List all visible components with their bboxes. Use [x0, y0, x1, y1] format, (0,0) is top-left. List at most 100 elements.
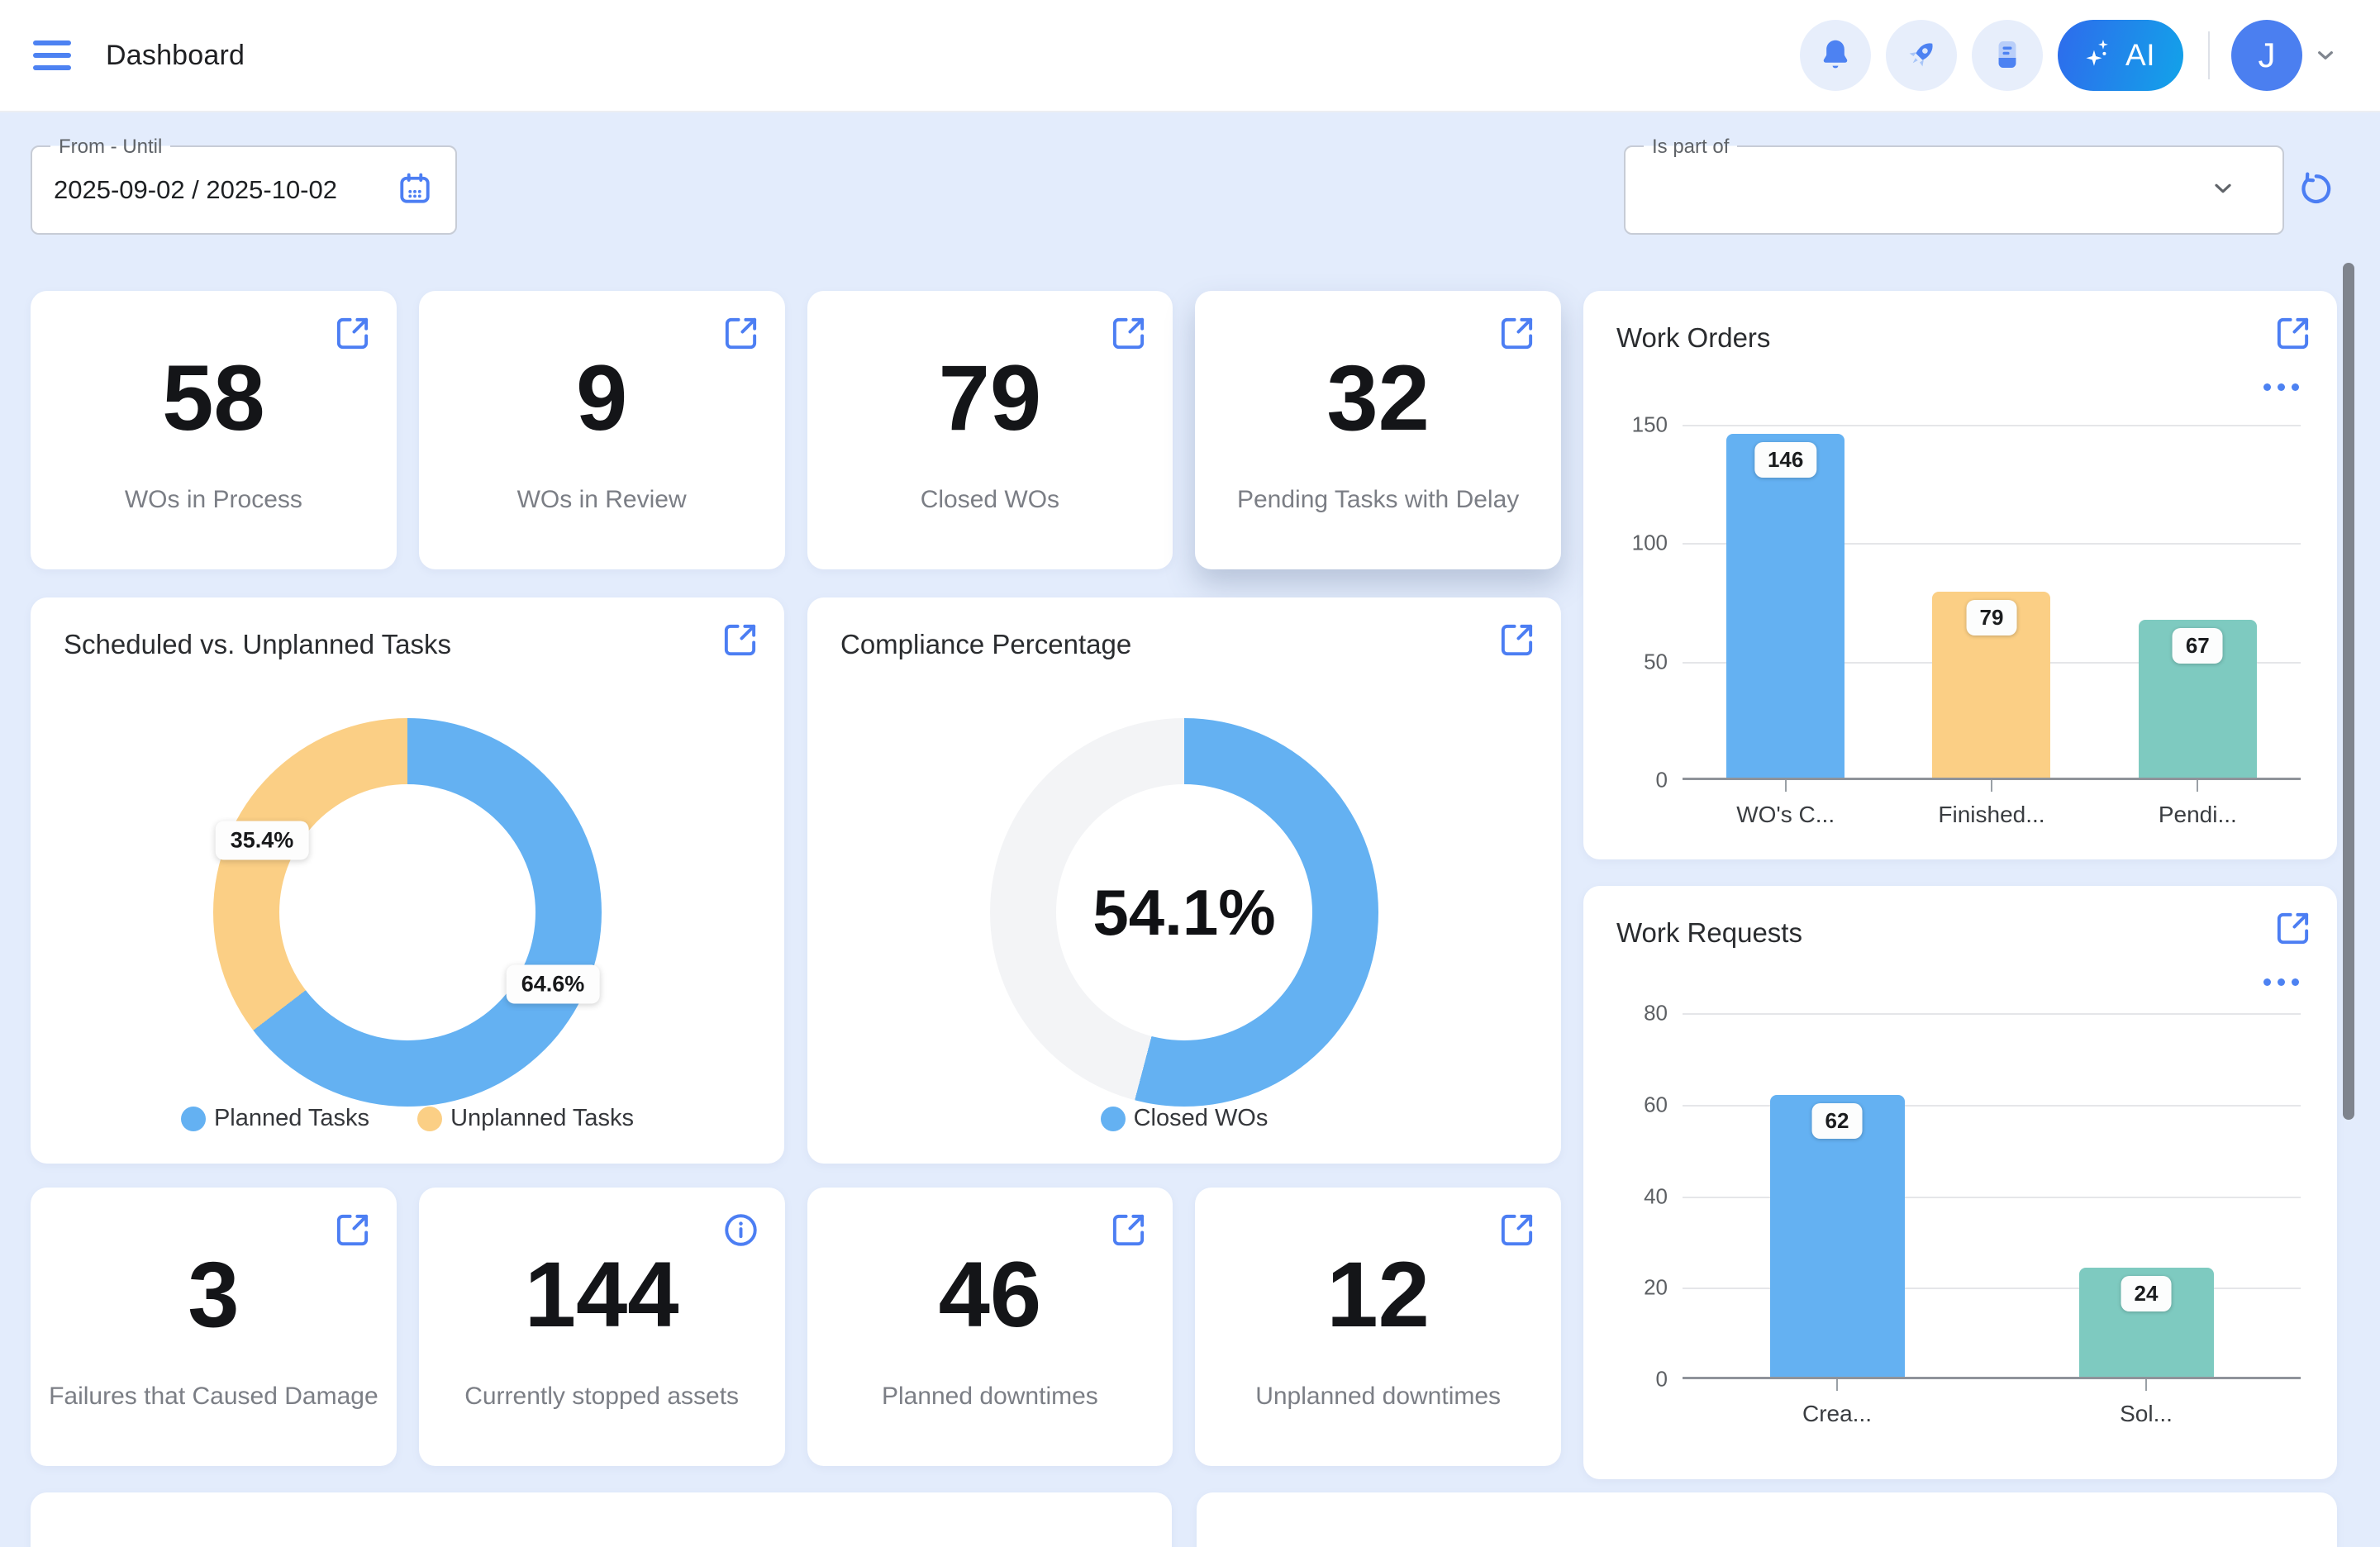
bar-value-label: 24 [2121, 1276, 2172, 1311]
open-in-new-icon[interactable] [2273, 909, 2312, 948]
notes-icon [1989, 36, 2025, 75]
kpi-label: WOs in Process [124, 486, 302, 513]
bar-value-label: 67 [2172, 628, 2223, 664]
open-in-new-icon[interactable] [1109, 314, 1148, 353]
work-requests-card: Work Requests 80 60 40 20 0 [1583, 886, 2337, 1479]
avatar-initial: J [2258, 36, 2276, 74]
is-part-of-label: Is part of [1644, 134, 1738, 160]
legend-item-closed-wos[interactable]: Closed WOs [1100, 1105, 1269, 1132]
y-tick: 50 [1644, 649, 1668, 674]
kpi-value: 9 [575, 346, 628, 450]
ai-assistant-button[interactable]: AI [2058, 20, 2183, 91]
scheduled-vs-unplanned-card: Scheduled vs. Unplanned Tasks 64.6% 35.4… [31, 597, 784, 1164]
chart-menu-icon[interactable] [2263, 978, 2299, 986]
x-axis-labels: Crea... Sol... [1683, 1379, 2301, 1427]
open-in-new-icon[interactable] [1497, 621, 1536, 659]
y-tick: 20 [1644, 1274, 1668, 1300]
bar-pending[interactable]: 67 [2138, 620, 2257, 778]
is-part-of-select[interactable]: Is part of [1624, 134, 2284, 235]
y-tick: 150 [1631, 412, 1668, 437]
rocket-button[interactable] [1886, 20, 1958, 91]
bar-value-label: 79 [1966, 600, 2017, 636]
bar-chart-work-orders: 150 100 50 0 146 79 [1632, 412, 2301, 793]
kpi-label: WOs in Review [516, 486, 687, 513]
open-in-new-icon[interactable] [721, 314, 760, 353]
chevron-down-icon[interactable] [2312, 42, 2339, 69]
next-row-partial [0, 1492, 2380, 1547]
kpi-value: 3 [188, 1243, 240, 1346]
x-axis [1683, 778, 2301, 780]
reset-filters-button[interactable] [2294, 168, 2337, 211]
chart-title: Work Orders [1616, 322, 1771, 353]
legend-label: Closed WOs [1133, 1105, 1269, 1131]
y-tick: 40 [1644, 1183, 1668, 1208]
chart-menu-icon[interactable] [2263, 383, 2299, 391]
divider [2208, 31, 2210, 79]
calendar-icon[interactable] [396, 169, 434, 212]
kpi-value: 79 [938, 346, 1042, 450]
gauge-center-value: 54.1% [1092, 875, 1276, 949]
notifications-button[interactable] [1800, 20, 1872, 91]
x-category-label: Crea... [1802, 1401, 1873, 1426]
open-in-new-icon[interactable] [2273, 314, 2312, 353]
avatar[interactable]: J [2231, 20, 2302, 91]
bar-solved[interactable]: 24 [2078, 1268, 2214, 1377]
y-tick: 0 [1655, 767, 1668, 793]
kpi-card-wos-in-process: 58 WOs in Process [31, 291, 397, 569]
menu-button[interactable] [33, 40, 71, 70]
date-range-value: 2025-09-02 / 2025-10-02 [54, 175, 337, 204]
bar-chart-work-requests: 80 60 40 20 0 62 24 [1644, 1001, 2301, 1392]
date-range-field[interactable]: From - Until 2025-09-02 / 2025-10-02 [31, 134, 457, 235]
kpi-value: 46 [938, 1243, 1042, 1346]
kpi-card-planned-downtimes: 46 Planned downtimes [807, 1188, 1173, 1466]
kpi-card-currently-stopped-assets: 144 Currently stopped assets [418, 1188, 785, 1466]
notes-button[interactable] [1972, 20, 2044, 91]
kpi-value: 12 [1326, 1243, 1430, 1346]
chart-title: Compliance Percentage [840, 629, 1132, 659]
legend-dot [417, 1106, 443, 1131]
kpi-label: Unplanned downtimes [1255, 1383, 1502, 1410]
bar-finished[interactable]: 79 [1932, 592, 2051, 778]
bar-created[interactable]: 62 [1769, 1095, 1905, 1377]
legend-dot [180, 1106, 206, 1131]
bar-value-label: 146 [1754, 442, 1817, 478]
slice-label-unplanned: 35.4% [215, 821, 309, 860]
page-title: Dashboard [106, 39, 245, 71]
open-in-new-icon[interactable] [333, 1211, 372, 1250]
donut-row: Scheduled vs. Unplanned Tasks 64.6% 35.4… [31, 597, 1561, 1164]
slice-label-planned: 64.6% [506, 964, 600, 1004]
kpi-row-2: 3 Failures that Caused Damage 144 Curren… [31, 1188, 1561, 1466]
rocket-icon [1903, 36, 1940, 75]
kpi-label: Failures that Caused Damage [49, 1383, 378, 1410]
open-in-new-icon[interactable] [1497, 314, 1536, 353]
legend-item-planned-tasks[interactable]: Planned Tasks [180, 1105, 370, 1132]
donut-chart-scheduled-vs-unplanned: 64.6% 35.4% [213, 718, 602, 1107]
bar-value-label: 62 [1811, 1103, 1863, 1139]
open-in-new-icon[interactable] [721, 621, 759, 659]
filter-bar: From - Until 2025-09-02 / 2025-10-02 [0, 112, 2380, 235]
scrollbar[interactable] [2343, 263, 2354, 1120]
kpi-card-closed-wos: 79 Closed WOs [807, 291, 1173, 569]
kpi-card-failures-caused-damage: 3 Failures that Caused Damage [31, 1188, 397, 1466]
kpi-label: Closed WOs [920, 486, 1060, 513]
x-category-label: Finished... [1938, 802, 2045, 827]
sparkles-icon [2079, 36, 2116, 75]
kpi-row-1: 58 WOs in Process 9 WOs in Review 79 Clo… [31, 291, 1561, 569]
legend-item-unplanned-tasks[interactable]: Unplanned Tasks [417, 1105, 634, 1132]
x-category-label: WO's C... [1736, 802, 1835, 827]
open-in-new-icon[interactable] [333, 314, 372, 353]
legend-label: Planned Tasks [213, 1105, 370, 1131]
chart-title: Scheduled vs. Unplanned Tasks [64, 629, 452, 659]
bar-wos-created[interactable]: 146 [1726, 434, 1845, 778]
info-icon[interactable] [721, 1211, 760, 1250]
kpi-card-wos-in-review: 9 WOs in Review [418, 291, 785, 569]
open-in-new-icon[interactable] [1497, 1211, 1536, 1250]
kpi-value: 58 [162, 346, 265, 450]
open-in-new-icon[interactable] [1109, 1211, 1148, 1250]
x-category-label: Pendi... [2158, 802, 2237, 827]
y-tick: 0 [1655, 1366, 1668, 1392]
gauge-chart-compliance: 54.1% [990, 718, 1378, 1107]
y-tick: 60 [1644, 1092, 1668, 1117]
partial-card [31, 1492, 1172, 1547]
